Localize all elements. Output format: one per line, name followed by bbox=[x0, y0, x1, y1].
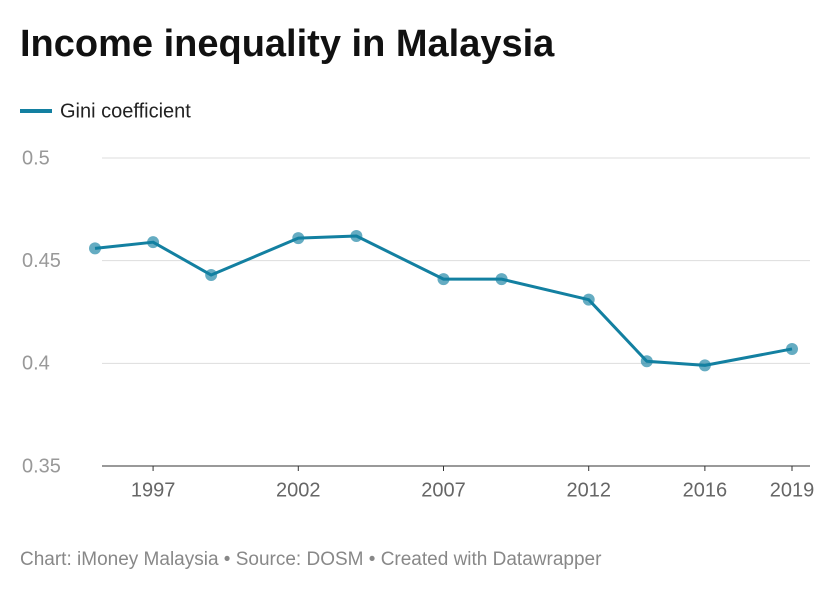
point bbox=[495, 273, 508, 286]
point bbox=[786, 342, 798, 355]
legend-label: Gini coefficient bbox=[60, 100, 191, 122]
point bbox=[640, 355, 653, 368]
y-tick-label: 0.5 bbox=[22, 147, 50, 169]
chart-title: Income inequality in Malaysia bbox=[20, 23, 555, 65]
line bbox=[94, 234, 793, 367]
y-tick-label: 0.35 bbox=[22, 455, 61, 477]
x-tick-label: 1997 bbox=[131, 479, 176, 501]
point bbox=[292, 232, 305, 245]
point bbox=[350, 230, 363, 243]
y-tick-label: 0.4 bbox=[22, 353, 50, 375]
point bbox=[582, 293, 595, 306]
x-tick-label: 2012 bbox=[566, 479, 611, 501]
x-tick-label: 2002 bbox=[276, 479, 321, 501]
x-tick-label: 2016 bbox=[683, 479, 728, 501]
point bbox=[437, 273, 450, 286]
point bbox=[147, 236, 160, 249]
y-tick-label: 0.45 bbox=[22, 250, 61, 272]
point bbox=[698, 359, 711, 372]
x-tick-label: 2019 bbox=[770, 479, 815, 501]
footer: Chart: iMoney Malaysia • Source: DOSM • … bbox=[20, 549, 602, 570]
x-tick-label: 2007 bbox=[421, 479, 466, 501]
point bbox=[205, 269, 218, 282]
point bbox=[89, 242, 101, 255]
